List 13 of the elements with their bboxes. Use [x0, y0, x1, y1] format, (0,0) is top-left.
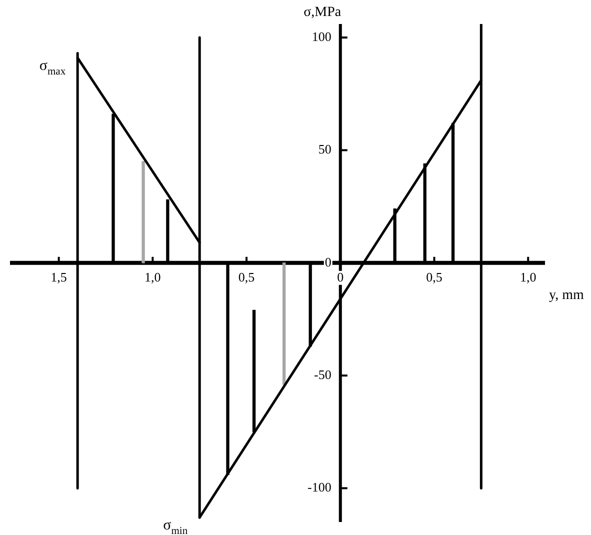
- x-tick-label: 0,5: [426, 269, 442, 284]
- y-tick-label: 50: [318, 142, 332, 157]
- y-tick-label: -50: [314, 366, 332, 382]
- x-tick-label: 0,5: [238, 269, 255, 284]
- y-tick-label: -100: [308, 480, 332, 495]
- x-tick-label: 0: [337, 269, 344, 284]
- x-axis-title: y, mm: [549, 288, 584, 303]
- x-tick-label: 1,0: [144, 269, 161, 284]
- x-tick-label: 1,5: [50, 269, 67, 284]
- y-axis-title: σ,MPa: [304, 5, 342, 20]
- y-tick-label: 100: [312, 28, 332, 44]
- y-tick-label: 0: [324, 254, 332, 270]
- x-tick-label: 1,0: [520, 269, 536, 284]
